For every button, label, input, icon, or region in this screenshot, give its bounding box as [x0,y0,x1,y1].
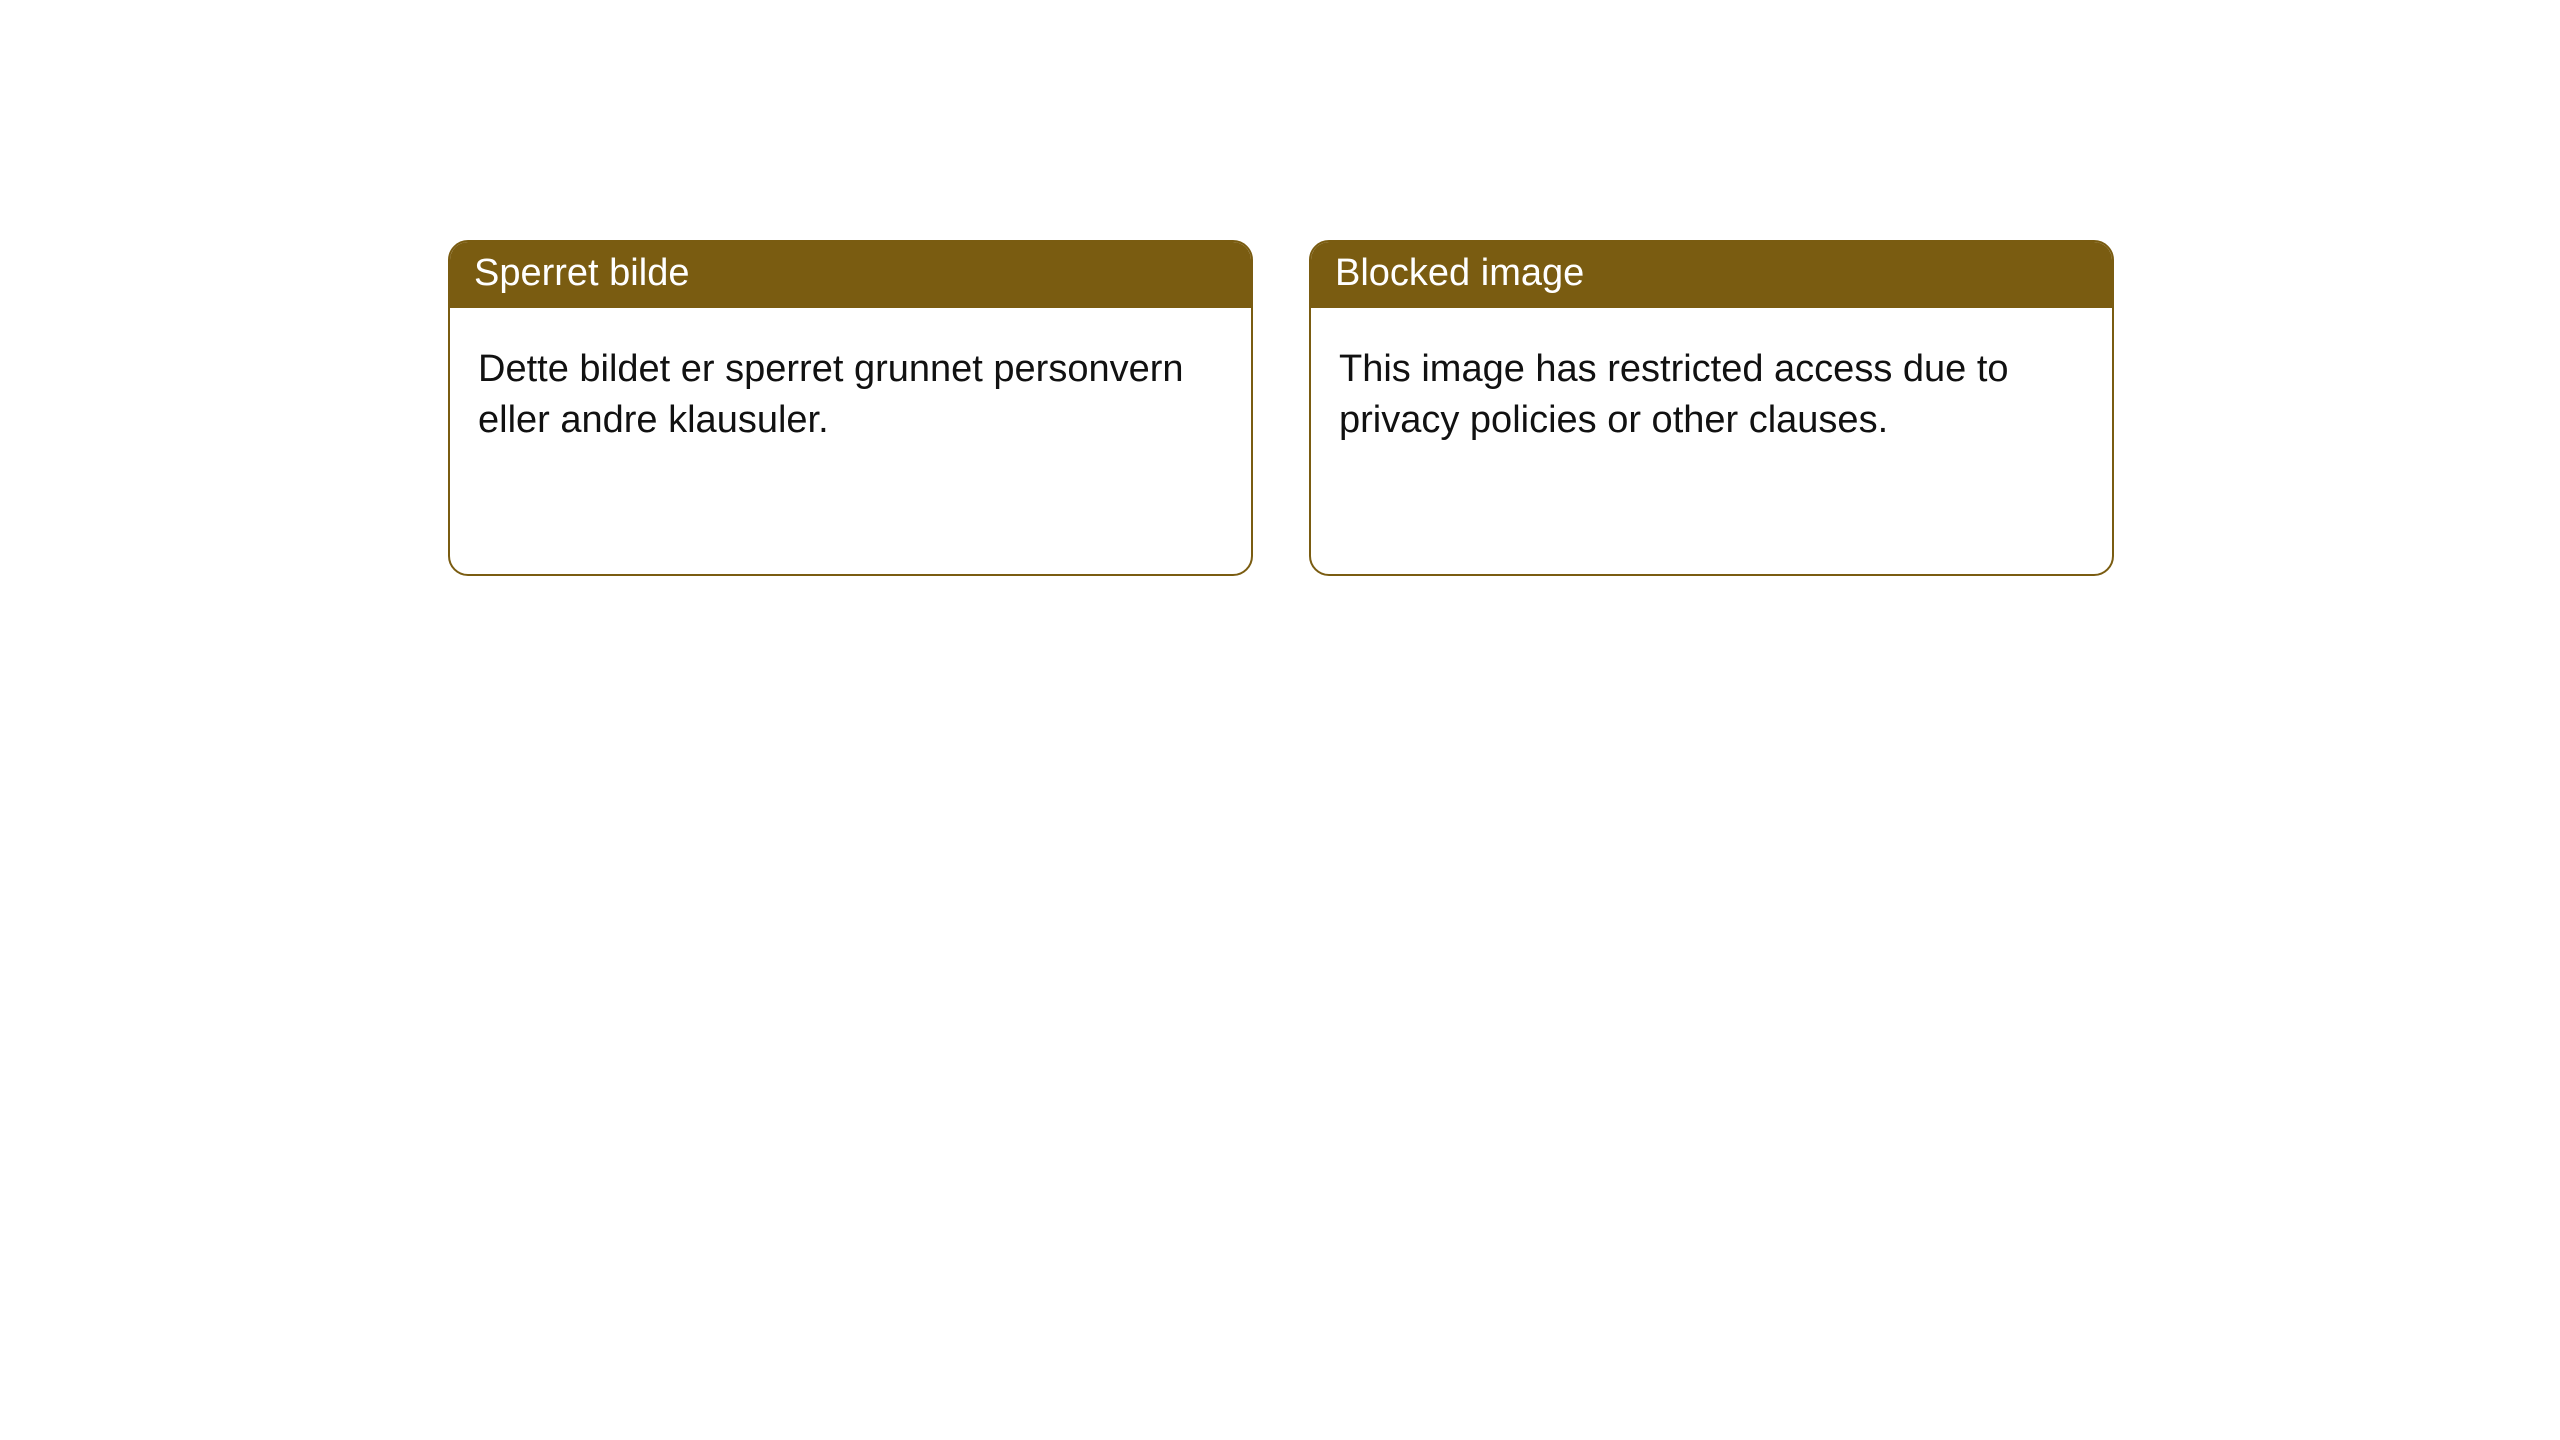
card-title-norwegian: Sperret bilde [450,242,1251,308]
card-body-english: This image has restricted access due to … [1311,308,2112,467]
card-body-norwegian: Dette bildet er sperret grunnet personve… [450,308,1251,467]
notice-container: Sperret bilde Dette bildet er sperret gr… [0,0,2560,576]
notice-card-norwegian: Sperret bilde Dette bildet er sperret gr… [448,240,1253,576]
card-title-english: Blocked image [1311,242,2112,308]
notice-card-english: Blocked image This image has restricted … [1309,240,2114,576]
